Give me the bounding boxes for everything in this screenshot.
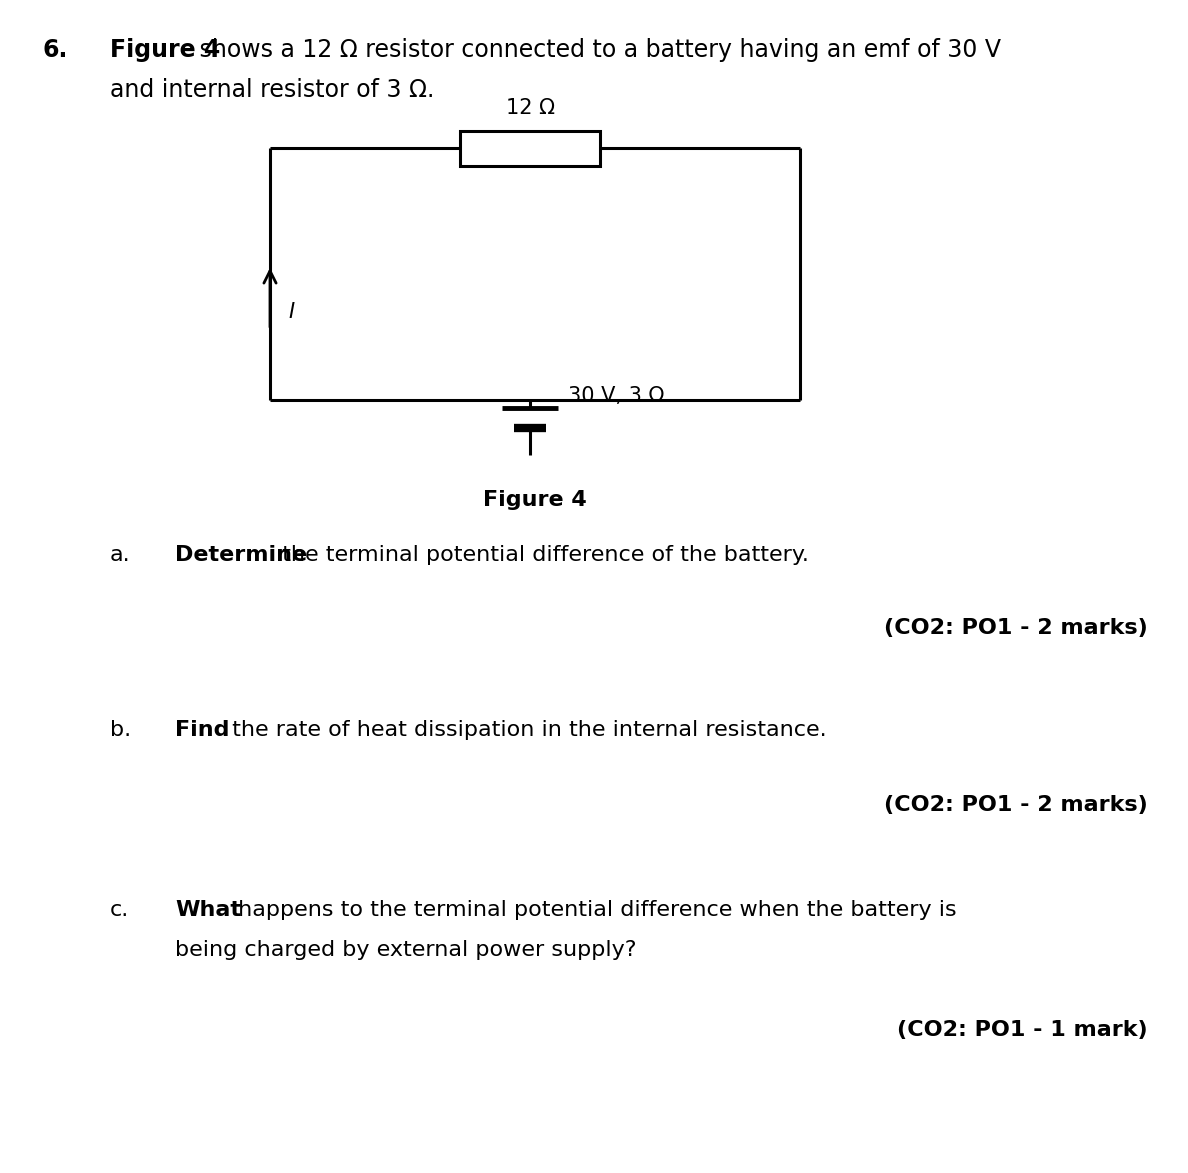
Text: Determine: Determine xyxy=(175,545,308,565)
Text: 12 Ω: 12 Ω xyxy=(506,99,555,118)
Text: the rate of heat dissipation in the internal resistance.: the rate of heat dissipation in the inte… xyxy=(225,720,827,740)
Text: a.: a. xyxy=(110,545,131,565)
Text: shows a 12 Ω resistor connected to a battery having an emf of 30 V: shows a 12 Ω resistor connected to a bat… xyxy=(192,38,1001,62)
Text: c.: c. xyxy=(110,900,129,920)
Text: being charged by external power supply?: being charged by external power supply? xyxy=(175,940,637,960)
Text: Figure 4: Figure 4 xyxy=(484,490,587,510)
Text: Find: Find xyxy=(175,720,229,740)
Text: (CO2: PO1 - 2 marks): (CO2: PO1 - 2 marks) xyxy=(884,618,1148,638)
Text: What: What xyxy=(175,900,241,920)
Text: 30 V, 3 Ω: 30 V, 3 Ω xyxy=(568,386,664,406)
Text: (CO2: PO1 - 1 mark): (CO2: PO1 - 1 mark) xyxy=(897,1021,1148,1040)
Bar xyxy=(460,130,600,165)
Text: (CO2: PO1 - 2 marks): (CO2: PO1 - 2 marks) xyxy=(884,795,1148,815)
Text: 6.: 6. xyxy=(42,38,68,62)
Text: I: I xyxy=(287,303,295,323)
Text: happens to the terminal potential difference when the battery is: happens to the terminal potential differ… xyxy=(230,900,956,920)
Text: b.: b. xyxy=(110,720,131,740)
Text: the terminal potential difference of the battery.: the terminal potential difference of the… xyxy=(274,545,809,565)
Text: and internal resistor of 3 Ω.: and internal resistor of 3 Ω. xyxy=(110,77,435,102)
Text: Figure 4: Figure 4 xyxy=(110,38,220,62)
